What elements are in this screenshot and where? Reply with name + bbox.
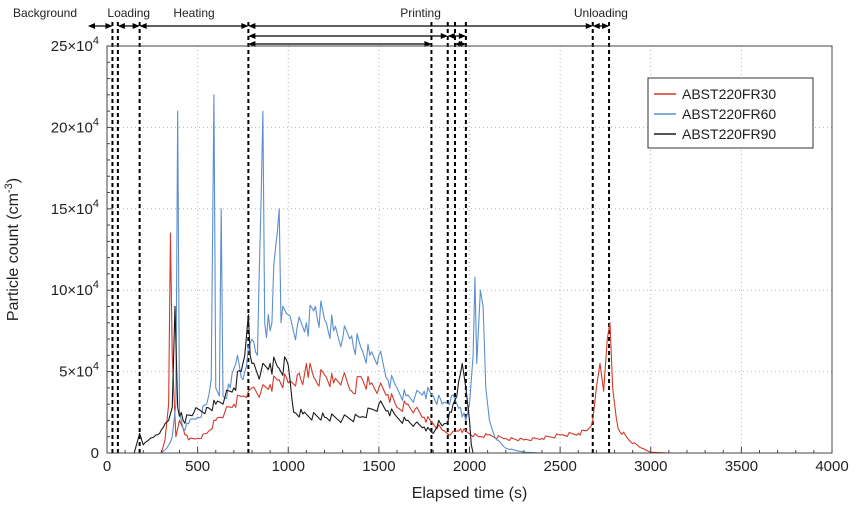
phase-label-loading: Loading — [107, 6, 150, 20]
x-tick-label: 500 — [185, 458, 210, 475]
y-tick-label-base: 25×10 — [51, 38, 93, 55]
y-tick-label-exponent: 4 — [93, 35, 99, 47]
printing-sub-arrow-head-right — [440, 33, 448, 39]
x-tick-label: 1000 — [272, 458, 305, 475]
series-lines — [107, 94, 832, 454]
y-axis-title-close: ) — [5, 178, 22, 183]
phase-arrow-heating-head-right — [241, 23, 249, 29]
legend-label: ABST220FR60 — [682, 106, 776, 122]
printing-sub-arrow-head-left — [447, 33, 455, 39]
y-tick-label: 20×104 — [51, 116, 99, 136]
y-tick-label-base: 15×10 — [51, 201, 93, 218]
x-tick-label: 3000 — [634, 458, 667, 475]
phase-label-printing: Printing — [400, 6, 441, 20]
legend-box — [647, 77, 814, 149]
y-tick-label-base: 5×10 — [59, 364, 93, 381]
legend-label: ABST220FR90 — [682, 126, 776, 142]
y-tick-label: 0 — [91, 445, 99, 462]
x-tick-label: 0 — [103, 458, 111, 475]
series-line-abst220fr60 — [107, 94, 832, 454]
phase-label-heating: Heating — [173, 6, 214, 20]
phase-annotations: Background Loading Heating Printing Unloadin… — [13, 6, 628, 453]
x-axis-title: Elapsed time (s) — [412, 485, 528, 502]
y-tick-label-base: 10×10 — [51, 282, 93, 299]
x-tick-label: 3500 — [725, 458, 758, 475]
x-tick-label: 1500 — [362, 458, 395, 475]
y-tick-label: 25×104 — [51, 35, 99, 55]
phase-label-background: Background — [13, 6, 77, 20]
phase-arrow-unloading-head-left — [592, 23, 600, 29]
y-tick-label-exponent: 4 — [93, 116, 99, 128]
phase-label-unloading: Unloading — [574, 6, 628, 20]
y-axis-title: Particle count (cm-3) — [3, 178, 22, 321]
y-axis-title-main: Particle count (cm — [5, 193, 22, 321]
phase-arrow-background-head-right — [105, 23, 113, 29]
phase-arrow-printing-head-left — [248, 23, 256, 29]
printing-sub-arrow-head-left — [248, 33, 256, 39]
phase-arrow-unloading-head-right — [602, 23, 610, 29]
y-axis-title-exponent: -3 — [3, 183, 15, 193]
y-tick-label: 15×104 — [51, 198, 99, 218]
y-tick-label-exponent: 4 — [93, 361, 99, 373]
printing-sub-arrow-head-right — [458, 33, 466, 39]
y-tick-label: 5×104 — [59, 361, 99, 381]
phase-arrow-loading-head-right — [132, 23, 140, 29]
phase-arrow-loading-head-left — [117, 23, 125, 29]
y-tick-label-exponent: 4 — [93, 279, 99, 291]
series-line-abst220fr30 — [107, 232, 832, 454]
phase-arrow-heating-head-left — [139, 23, 147, 29]
y-tick-label-exponent: 4 — [93, 198, 99, 210]
x-tick-label: 2500 — [543, 458, 576, 475]
axes: 0 500 1000 1500 2000 2500 3000 3500 400005×10410… — [51, 35, 849, 475]
series-line-abst220fr90 — [107, 305, 832, 454]
phase-arrow-printing-head-right — [585, 23, 593, 29]
phase-arrow-background-head-left — [88, 23, 95, 29]
x-tick-label: 2000 — [453, 458, 486, 475]
y-tick-label-base: 0 — [91, 445, 99, 462]
legend: ABST220FR30 ABST220FR60 ABST220FR90 — [647, 77, 814, 149]
legend-label: ABST220FR30 — [682, 86, 776, 102]
y-tick-label-base: 20×10 — [51, 119, 93, 136]
y-tick-label: 10×104 — [51, 279, 99, 299]
x-tick-label: 4000 — [815, 458, 848, 475]
